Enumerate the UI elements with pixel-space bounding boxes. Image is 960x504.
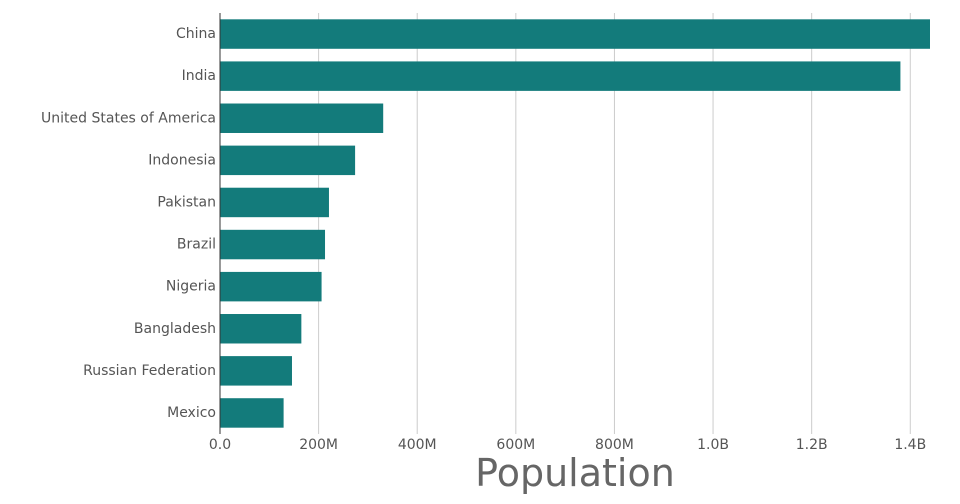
bar [220,229,326,260]
x-tick-label: 1.0B [697,437,729,453]
bar [220,271,322,302]
category-label: Nigeria [166,279,216,295]
category-label: Mexico [167,405,216,421]
bar-layer [220,19,930,428]
x-tick-label-layer: 0.0 200M 400M 600M 800M 1.0B 1.2B 1.4B [209,437,926,453]
bar [220,145,356,176]
x-tick-label: 0.0 [209,437,231,453]
category-label: Indonesia [148,152,216,168]
category-label: India [182,68,216,84]
bar [220,356,292,386]
bar [220,61,901,91]
category-label: China [176,26,216,42]
x-tick-label: 1.4B [894,437,926,453]
category-label-layer: China India United States of America Indone… [41,26,216,421]
category-label: Pakistan [157,194,216,210]
x-tick-label: 1.2B [796,437,828,453]
x-tick-label: 400M [398,437,437,453]
x-tick-label: 200M [299,437,338,453]
x-axis-title: Population [475,451,675,495]
x-tick-label: 800M [595,437,634,453]
category-label: Bangladesh [134,321,216,337]
category-label: Brazil [177,237,216,253]
x-tick-label: 600M [496,437,535,453]
bar [220,19,930,49]
bar [220,103,384,133]
bar [220,398,284,428]
bar [220,314,302,344]
category-label: United States of America [41,110,216,126]
category-label: Russian Federation [83,363,216,379]
bar [220,187,329,218]
